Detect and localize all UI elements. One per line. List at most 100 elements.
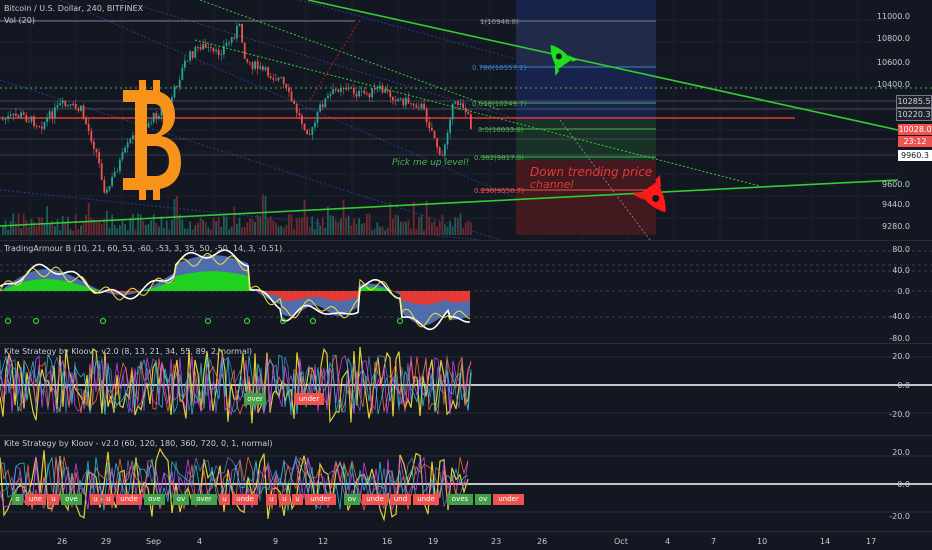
kite2-signal-badge[interactable]: unde [413,494,439,505]
volume-bar [111,214,113,235]
candle-body [202,43,204,50]
kite2-signal-badge[interactable]: u [103,494,114,505]
volume-bar [449,220,451,235]
kite2-signal-badge[interactable]: ov [475,494,491,505]
volume-bar [347,215,350,235]
kite1-signal-under[interactable]: under [294,393,324,405]
date-label: 7 [711,537,717,546]
kite2-signal-badge[interactable]: u [219,494,230,505]
volume-bar [163,228,165,235]
pane-separator[interactable] [0,343,932,344]
candle-body [9,114,12,117]
kite2-signal-badge[interactable]: unde [116,494,142,505]
fib-label-0236: 0.236(9550.7) [474,187,524,195]
kite2-signal-badge[interactable]: ove [61,494,82,505]
kite-strategy-2-pane[interactable] [0,436,932,531]
volume-bar [334,219,337,235]
candle-body [25,114,28,122]
kite2-signal-badge[interactable]: u [266,494,277,505]
candle-body [132,135,134,139]
candle-body [332,89,334,94]
kite-line [0,346,472,424]
candle-body [327,95,329,99]
kite2-signal-badge[interactable]: ov [173,494,189,505]
kite2-signal-badge[interactable]: u [279,494,290,505]
fib-label-05: 0.5(10033.8) [478,126,524,134]
volume-bar [389,202,392,235]
kite1-title[interactable]: Kite Strategy by Kloov - v2.0 (8, 13, 21… [4,347,253,356]
lower-trendline[interactable] [0,179,899,227]
kite2-signal-badge[interactable]: under [493,494,524,505]
volume-bar [264,196,267,235]
volume-bar [467,220,470,235]
symbol-title[interactable]: Bitcoin / U.S. Dollar, 240, BITFINEX [4,4,144,13]
trading-armour-title[interactable]: TradingArmour B (10, 21, 60, 53, -60, -5… [4,244,283,253]
down-trend-annotation-line1[interactable]: Down trending price [530,165,652,179]
volume-bar [436,226,438,235]
trading-armour-pane[interactable] [0,241,932,341]
down-trend-annotation-line2[interactable]: channel [530,178,574,191]
kite2-signal-badge[interactable]: u [90,494,101,505]
candle-body [72,104,74,105]
pick-me-up-annotation[interactable]: Pick me up level! [392,158,469,168]
pane-separator[interactable] [0,435,932,436]
dotted-trendline-2[interactable] [199,0,501,111]
volume-bar [368,213,371,235]
candle-body [184,60,186,68]
candle-body [306,130,308,135]
kite2-signal-badge[interactable]: u [48,494,59,505]
volume-bar [108,227,111,235]
kite2-signal-badge[interactable]: under [305,494,336,505]
kite-strategy-1-pane[interactable] [0,344,932,434]
kite2-signal-badge[interactable]: o [12,494,23,505]
kite2-signal-badge[interactable]: une [25,494,46,505]
volume-bar [394,214,397,235]
dotted-trendline-1[interactable] [194,39,761,187]
candlesticks[interactable] [2,21,472,195]
candle-body [392,96,394,101]
kite2-signal-badge[interactable]: und [390,494,411,505]
volume-bar [113,224,116,235]
candle-body [80,105,82,111]
candle-body [269,76,272,79]
volume-title[interactable]: Vol (20) [4,16,35,25]
candle-body [298,113,301,116]
candle-body [17,115,20,118]
kite2-signal-badge[interactable]: over [191,494,217,505]
kite2-signal-badge[interactable]: u [292,494,303,505]
volume-bar [56,219,59,235]
volume-bar [433,220,436,235]
candle-body [363,90,366,94]
candle-body [366,93,368,95]
candle-body [100,163,103,180]
trading-armour-histogram [0,255,470,326]
kite2-signal-badge[interactable]: unde [362,494,388,505]
kite2-signal-badge[interactable]: unde [232,494,258,505]
candle-body [342,88,345,89]
volume-bar [267,218,269,235]
kite2-signal-badge[interactable]: ov [344,494,360,505]
fib-label-0786: 0.786(10557.2) [472,64,527,72]
volume-bar [290,214,293,235]
position-entry-zone[interactable] [516,120,656,160]
volume-bar [41,217,43,235]
volume-bar [12,213,15,235]
volume-bar [355,223,358,235]
kite1-signal-over[interactable]: over [244,393,266,405]
price-axis-label: 9440.0 [882,200,910,209]
kite-line [0,456,469,511]
kite2-signal-badge[interactable]: oves [447,494,473,505]
candle-body [444,144,446,156]
price-chart[interactable]: Pick me up level! Down trending price ch… [0,0,932,240]
kite2-title[interactable]: Kite Strategy by Kloov - v2.0 (60, 120, … [4,439,273,448]
ta-green-area [0,271,470,291]
volume-bar [288,213,290,235]
position-stop-zone[interactable] [516,160,656,235]
ta-signal-dot [99,317,107,325]
volume-bar [181,219,184,235]
upper-trendline[interactable] [307,0,899,131]
pane-separator[interactable] [0,240,932,241]
candle-body [407,97,410,104]
kite2-signal-badge[interactable]: ove [144,494,165,505]
